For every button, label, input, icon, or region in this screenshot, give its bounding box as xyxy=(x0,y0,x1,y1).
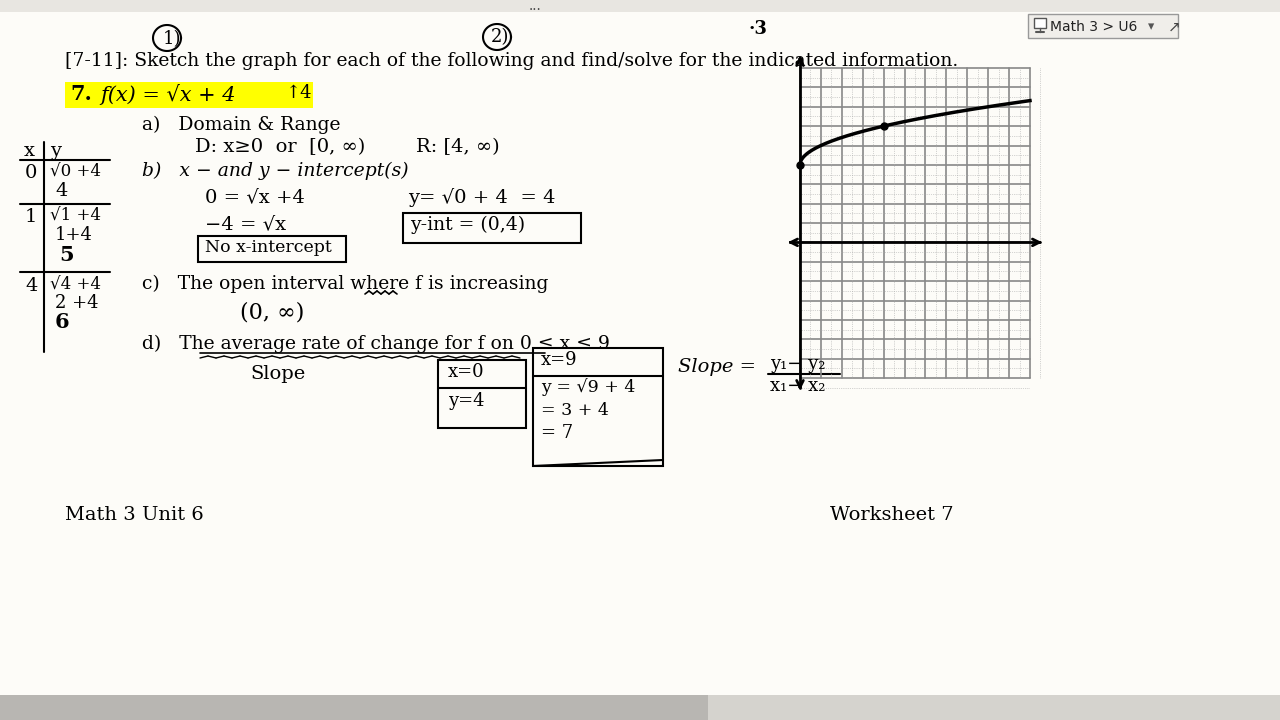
Text: 0 = √x +4: 0 = √x +4 xyxy=(205,188,305,206)
Text: Worksheet 7: Worksheet 7 xyxy=(829,506,954,524)
Text: 1+4: 1+4 xyxy=(55,226,93,244)
Text: y= √0 + 4  = 4: y= √0 + 4 = 4 xyxy=(408,188,556,207)
Text: ...: ... xyxy=(529,0,541,13)
Bar xyxy=(0,695,708,720)
Text: c)   The open interval where f is increasing: c) The open interval where f is increasi… xyxy=(142,275,548,293)
Text: 1): 1) xyxy=(163,30,182,48)
Text: 2 +4: 2 +4 xyxy=(55,294,99,312)
Bar xyxy=(0,0,1280,12)
Text: √4 +4: √4 +4 xyxy=(50,277,101,294)
Text: = 3 + 4: = 3 + 4 xyxy=(541,402,609,419)
Text: 4: 4 xyxy=(26,277,37,295)
Text: √0 +4: √0 +4 xyxy=(50,164,101,181)
Text: y: y xyxy=(50,142,61,160)
Text: 2): 2) xyxy=(492,28,509,46)
Text: −4 = √x: −4 = √x xyxy=(205,215,287,233)
Text: R: [4, ∞): R: [4, ∞) xyxy=(416,138,499,156)
Bar xyxy=(532,348,663,466)
Text: x: x xyxy=(24,142,35,160)
Bar xyxy=(0,695,1280,720)
Text: Slope: Slope xyxy=(250,365,305,383)
Text: Math 3 > U6: Math 3 > U6 xyxy=(1050,20,1138,34)
Text: y=4: y=4 xyxy=(448,392,485,410)
Text: No x-intercept: No x-intercept xyxy=(205,239,332,256)
Text: 4: 4 xyxy=(55,182,68,200)
Text: ·3: ·3 xyxy=(748,20,767,38)
Text: x=9: x=9 xyxy=(541,351,577,369)
Text: y-int = (0,4): y-int = (0,4) xyxy=(410,216,525,234)
Text: x₁− x₂: x₁− x₂ xyxy=(771,377,826,395)
Text: y = √9 + 4: y = √9 + 4 xyxy=(541,378,635,396)
Text: [7-11]: Sketch the graph for each of the following and find/solve for the indica: [7-11]: Sketch the graph for each of the… xyxy=(65,52,959,70)
Text: 0: 0 xyxy=(26,164,37,182)
Text: 1: 1 xyxy=(26,208,37,226)
Text: √1 +4: √1 +4 xyxy=(50,208,101,225)
Bar xyxy=(198,236,346,262)
Text: ↗: ↗ xyxy=(1169,19,1180,35)
Bar xyxy=(1034,18,1046,28)
Text: = 7: = 7 xyxy=(541,424,573,442)
Text: 5: 5 xyxy=(59,245,74,265)
Text: 7.: 7. xyxy=(70,84,92,104)
Text: ↑4: ↑4 xyxy=(285,84,311,102)
Text: 6: 6 xyxy=(55,312,69,332)
Text: f(x) = √x + 4: f(x) = √x + 4 xyxy=(100,84,236,105)
Bar xyxy=(403,213,581,243)
Text: d)   The average rate of change for f on 0 ≤ x ≤ 9: d) The average rate of change for f on 0… xyxy=(142,335,609,354)
Bar xyxy=(1028,14,1178,38)
Text: Slope =: Slope = xyxy=(678,358,763,376)
Text: x=0: x=0 xyxy=(448,363,485,381)
Text: Math 3 Unit 6: Math 3 Unit 6 xyxy=(65,506,204,524)
Bar xyxy=(438,360,526,428)
Text: y₁− y₂: y₁− y₂ xyxy=(771,355,826,373)
Text: D: x≥0  or  [0, ∞): D: x≥0 or [0, ∞) xyxy=(195,138,365,156)
Bar xyxy=(65,82,314,108)
Text: b)   x − and y − intercept(s): b) x − and y − intercept(s) xyxy=(142,162,408,180)
Text: ▾: ▾ xyxy=(1148,20,1155,34)
Text: (0, ∞): (0, ∞) xyxy=(241,302,305,324)
Text: a)   Domain & Range: a) Domain & Range xyxy=(142,116,340,134)
